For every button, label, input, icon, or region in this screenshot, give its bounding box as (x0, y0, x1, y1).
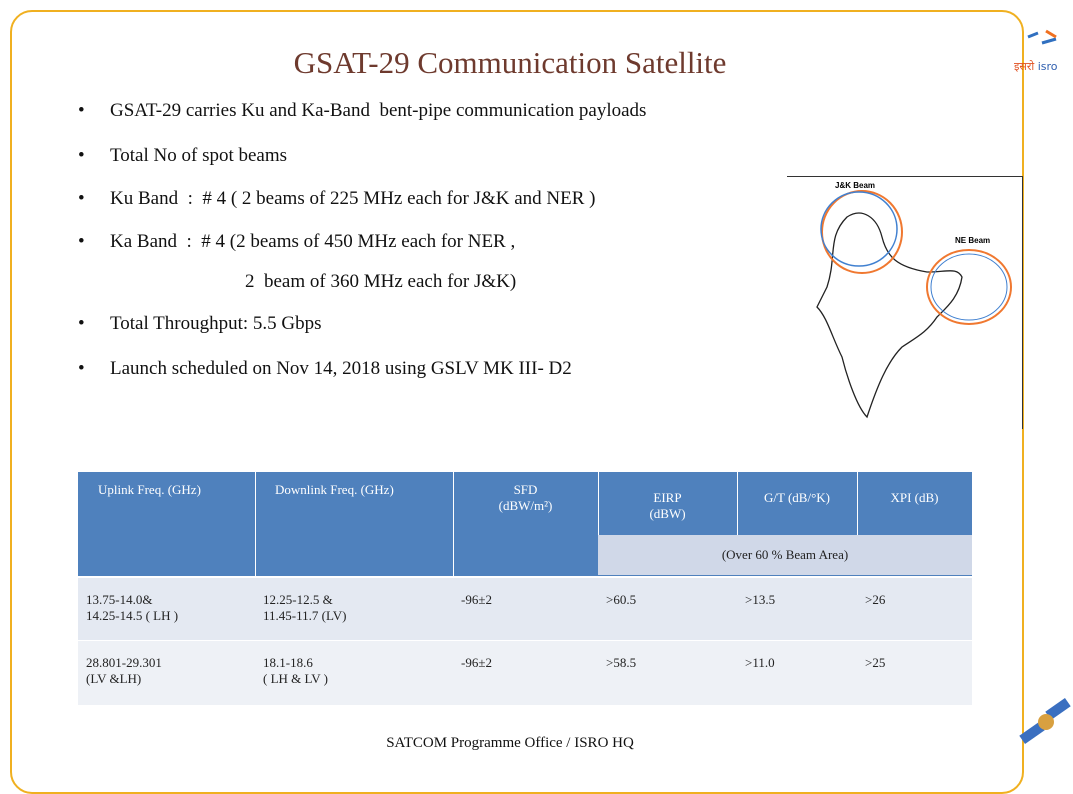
bullet-dot: • (78, 188, 85, 209)
cell-line: 11.45-11.7 (LV) (263, 608, 347, 623)
table-cell: 13.75-14.0& 14.25-14.5 ( LH ) (78, 592, 255, 624)
cell-line: >13.5 (745, 592, 776, 607)
table-cell: 28.801-29.301 (LV &LH) (78, 655, 255, 687)
table-cell: -96±2 (453, 592, 598, 608)
bullet-dot: • (78, 313, 85, 334)
slide: GSAT-29 Communication Satellite इसरो isr… (10, 10, 1071, 794)
column-divider (453, 472, 454, 576)
header-line: Downlink Freq. (GHz) (275, 482, 394, 497)
bullet-text: Total Throughput: 5.5 Gbps (110, 313, 322, 334)
table-cell: >11.0 (737, 655, 857, 671)
map-label: J&K Beam (835, 181, 875, 190)
cell-line: 14.25-14.5 ( LH ) (86, 608, 179, 623)
table-header: SFD (dBW/m²) (453, 482, 598, 514)
cell-line: 12.25-12.5 & (263, 592, 333, 607)
column-divider (598, 472, 599, 535)
bullet-text: Total No of spot beams (110, 145, 288, 166)
cell-line: >11.0 (745, 655, 775, 670)
logo: इसरो isro (1014, 25, 1070, 75)
table-row-bg (78, 641, 972, 705)
cell-line: -96±2 (461, 592, 492, 607)
cell-line: -96±2 (461, 655, 492, 670)
table-cell: 12.25-12.5 & 11.45-11.7 (LV) (255, 592, 453, 624)
table-header: XPI (dB) (857, 490, 972, 506)
table-cell: >25 (857, 655, 972, 671)
header-line: G/T (dB/°K) (764, 490, 830, 505)
header-line: XPI (dB) (890, 490, 939, 505)
table-cell: 18.1-18.6( LH & LV ) (255, 655, 453, 687)
map-drawing: J&K Beam NE Beam (816, 181, 1012, 419)
table-cell: >26 (857, 592, 972, 608)
cell-line: 13.75-14.0& (86, 592, 153, 607)
satellite-icon (1019, 698, 1071, 744)
cell-line: 28.801-29.301 (86, 655, 162, 670)
table-cell: -96±2 (453, 655, 598, 671)
bullet-text: GSAT-29 carries Ku and Ka-Band bent-pipe… (110, 100, 647, 121)
header-line: Uplink Freq. (GHz) (98, 482, 201, 497)
beam-map: J&K Beam NE Beam (787, 176, 1023, 429)
cell-line: 18.1-18.6 (263, 655, 313, 670)
cell-line: >58.5 (606, 655, 637, 670)
cell-line: >26 (865, 592, 886, 607)
logo-icon (1027, 29, 1057, 45)
header-line: EIRP (653, 490, 682, 505)
cell-line: >60.5 (606, 592, 637, 607)
cell-line: (LV &LH) (86, 671, 142, 686)
slide-title: GSAT-29 Communication Satellite (293, 45, 727, 80)
column-divider (255, 472, 256, 576)
bullet-dot: • (78, 358, 85, 379)
column-divider (857, 472, 858, 535)
column-divider (737, 472, 738, 535)
bullet-text: Launch scheduled on Nov 14, 2018 using G… (110, 358, 572, 379)
table-subheader: (Over 60 % Beam Area) (721, 547, 849, 562)
table-cell: >60.5 (598, 592, 737, 608)
logo-english: isro (1037, 60, 1058, 73)
bullet-dot: • (78, 231, 85, 252)
cell-line: ( LH & LV ) (263, 671, 328, 686)
table-header: EIRP (dBW) (598, 490, 737, 522)
table-header: Uplink Freq. (GHz) (78, 482, 255, 498)
table-header: G/T (dB/°K) (737, 490, 857, 506)
bullet-dot: • (78, 100, 85, 121)
table-header: Downlink Freq. (GHz) (255, 482, 453, 498)
header-line: (dBW) (649, 506, 686, 521)
bullet-text: 2 beam of 360 MHz each for J&K) (245, 271, 517, 292)
map-label: NE Beam (955, 236, 990, 245)
table-cell: >58.5 (598, 655, 737, 671)
header-line: SFD (513, 482, 538, 497)
logo-hindi: इसरो (1014, 60, 1035, 73)
cell-line: >25 (865, 655, 886, 670)
bullet-text: Ka Band : # 4 (2 beams of 450 MHz each f… (110, 231, 516, 252)
footer: SATCOM Programme Office / ISRO HQ (386, 735, 634, 751)
table-subheader-bg (598, 535, 972, 575)
header-line: (dBW/m²) (498, 498, 553, 513)
bullet-text: Ku Band : # 4 ( 2 beams of 225 MHz each … (110, 188, 596, 209)
table-row-bg (78, 578, 972, 640)
table-cell: >13.5 (737, 592, 857, 608)
bullet-dot: • (78, 145, 85, 166)
